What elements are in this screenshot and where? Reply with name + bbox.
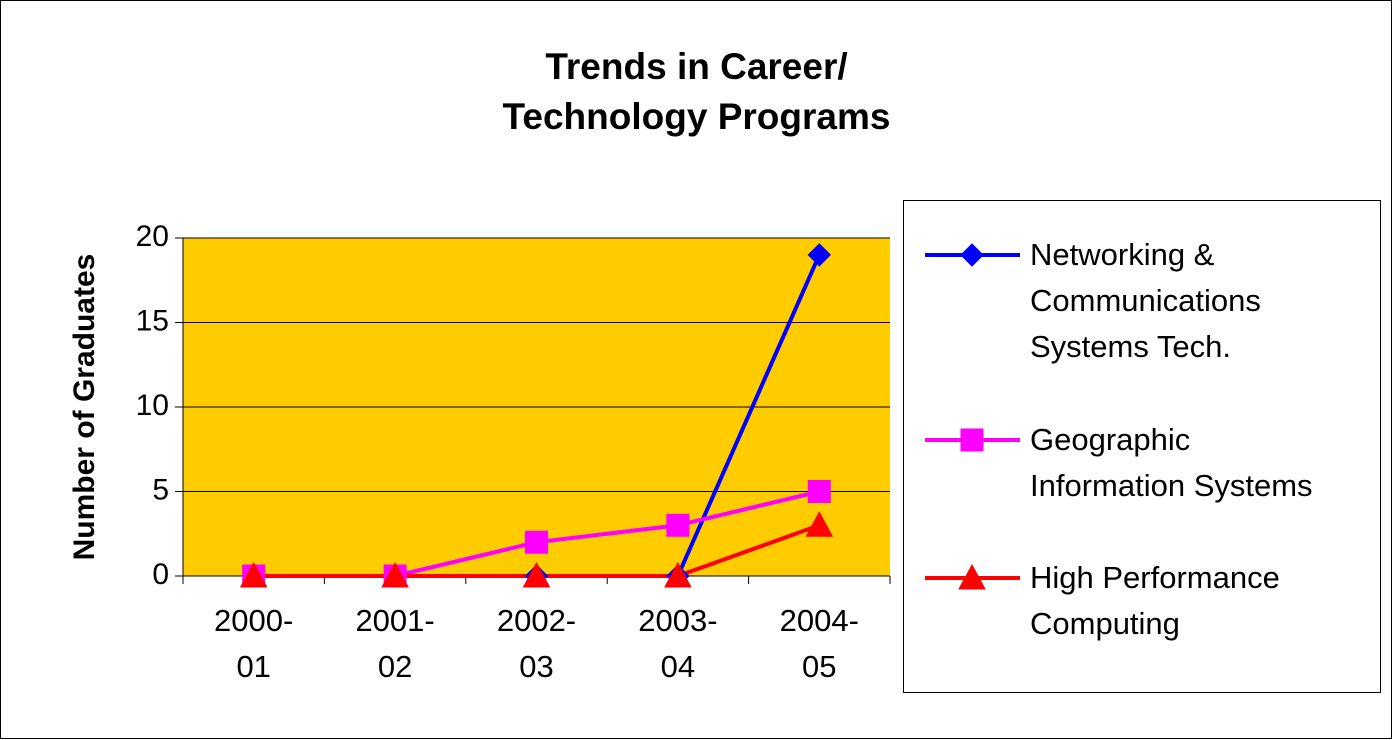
x-tick-label: 2002- 03 xyxy=(496,603,577,684)
x-tick-label: 2001- 02 xyxy=(355,603,435,684)
data-point xyxy=(805,511,834,537)
legend-marker xyxy=(960,428,984,452)
legend-marker xyxy=(958,563,986,590)
data-point xyxy=(381,561,409,588)
data-point xyxy=(807,243,832,267)
legend-label: Networking & Communications Systems Tech… xyxy=(1030,237,1261,364)
y-axis-label: Number of Graduates xyxy=(68,253,101,561)
data-point xyxy=(664,561,692,588)
y-tick-label: 15 xyxy=(136,304,169,337)
y-tick-label: 0 xyxy=(152,558,169,591)
y-tick-label: 10 xyxy=(136,389,169,422)
x-tick-label: 2003- 04 xyxy=(638,603,718,684)
y-tick-label: 20 xyxy=(136,220,169,253)
legend-marker xyxy=(960,243,984,267)
legend-label: High Performance Computing xyxy=(1030,560,1280,641)
data-point xyxy=(522,561,551,588)
data-point xyxy=(239,561,268,588)
chart-title: Trends in Career/ Technology Programs xyxy=(502,46,891,137)
x-tick-label: 2000- 01 xyxy=(214,603,294,684)
x-tick-label: 2004- 05 xyxy=(779,603,859,684)
data-point xyxy=(525,530,548,554)
data-point xyxy=(666,513,690,537)
y-tick-label: 5 xyxy=(152,473,169,506)
legend-label: Geographic Information Systems xyxy=(1030,422,1313,503)
data-point xyxy=(807,480,831,503)
